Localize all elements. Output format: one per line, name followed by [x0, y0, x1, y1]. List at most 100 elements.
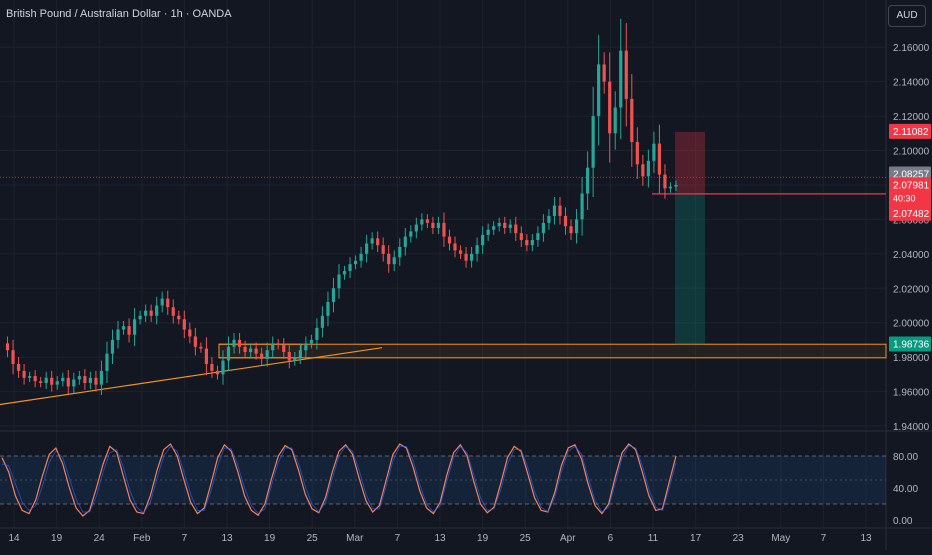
candle-body-31 [171, 307, 175, 316]
candle-body-95 [525, 240, 529, 246]
candle-body-49 [271, 343, 275, 351]
candle-body-46 [254, 348, 258, 354]
candle-body-110 [608, 81, 612, 134]
time-tick-label-10: 13 [434, 533, 446, 544]
drawing-overlays [0, 131, 887, 406]
oscillator-pane: 80.00 40.00 0.00 [0, 443, 918, 527]
candle-body-15 [83, 376, 87, 383]
candle-body-84 [464, 253, 468, 261]
candle-body-108 [597, 64, 601, 117]
time-tick-label-3: Feb [133, 533, 151, 544]
time-tick-label-11: 19 [477, 533, 489, 544]
candle-body-51 [282, 345, 286, 352]
candle-body-119 [657, 143, 662, 175]
candle-body-88 [486, 229, 490, 235]
candle-body-74 [409, 231, 413, 237]
candle-body-112 [619, 50, 623, 108]
price-tick-label-7: 2.02000 [893, 284, 930, 295]
candle-body-43 [237, 339, 242, 347]
price-axis: 2.160002.140002.120002.100002.080002.060… [893, 43, 930, 433]
candle-body-85 [469, 253, 474, 261]
time-tick-label-19: 7 [821, 533, 827, 544]
time-tick-label-13: Apr [560, 533, 576, 544]
candle-body-25 [138, 315, 142, 320]
candle-body-75 [414, 224, 418, 232]
candle-body-80 [442, 222, 446, 237]
osc-series-0 [1, 443, 677, 517]
stop-loss-box [675, 131, 705, 194]
candle-body-64 [353, 260, 358, 265]
candle-body-98 [541, 222, 546, 234]
time-tick-label-7: 25 [307, 533, 319, 544]
candle-body-33 [182, 319, 186, 330]
time-axis: 14 19 24 Feb 7 13 19 25 Mar 7 13 19 25 Apr 6 11 17 23 May 7… [8, 533, 872, 544]
entry-price-label-bg [889, 205, 931, 221]
candle-body-97 [536, 233, 540, 241]
candle-body-70 [387, 253, 391, 265]
candle-body-20 [110, 339, 115, 354]
candle-body-9 [50, 377, 54, 385]
candle-body-67 [370, 238, 374, 244]
candle-body-17 [94, 377, 98, 385]
candle-body-65 [359, 253, 363, 261]
candle-body-28 [155, 305, 159, 316]
price-tick-label-9: 1.98000 [893, 353, 930, 364]
candlestick-series [5, 18, 678, 396]
candle-body-68 [376, 238, 380, 246]
candle-body-6 [33, 376, 37, 382]
candle-body-79 [436, 222, 441, 228]
candle-body-116 [641, 164, 645, 177]
candle-body-82 [453, 243, 457, 251]
candle-body-120 [663, 174, 667, 189]
price-tick-label-2: 2.12000 [893, 112, 930, 123]
candle-body-52 [287, 351, 291, 361]
candle-body-77 [425, 219, 429, 223]
candle-body-63 [348, 264, 352, 272]
candle-body-69 [381, 245, 385, 254]
candle-body-103 [569, 226, 573, 234]
candle-body-107 [591, 116, 595, 168]
time-tick-label-17: 23 [733, 533, 745, 544]
candle-body-71 [392, 257, 396, 265]
candle-body-89 [492, 226, 496, 230]
candle-body-111 [613, 107, 617, 134]
candle-body-61 [337, 274, 341, 289]
candle-body-101 [558, 205, 562, 216]
time-tick-label-12: 25 [520, 533, 532, 544]
time-tick-label-1: 19 [51, 533, 63, 544]
time-tick-label-0: 14 [8, 533, 20, 544]
candle-body-40 [221, 360, 225, 375]
prev-close-label: 2.08257 [893, 170, 930, 181]
currency-button[interactable]: AUD [888, 5, 926, 27]
candle-body-50 [276, 343, 280, 346]
candle-body-106 [586, 167, 590, 194]
candle-body-13 [72, 379, 76, 387]
candle-body-91 [503, 222, 507, 228]
entry-price-label: 2.07482 [893, 209, 930, 220]
price-tick-label-1: 2.14000 [893, 78, 930, 89]
candle-body-42 [232, 339, 236, 347]
time-tick-label-9: 7 [395, 533, 401, 544]
candle-body-24 [132, 319, 137, 335]
candle-body-26 [144, 310, 148, 316]
time-tick-label-4: 7 [182, 533, 188, 544]
candle-body-18 [99, 370, 104, 385]
price-tick-label-6: 2.04000 [893, 250, 930, 261]
candle-body-73 [403, 236, 407, 247]
osc-tick-label-1: 40.00 [893, 484, 918, 495]
candle-body-66 [365, 243, 369, 254]
candle-body-53 [293, 357, 297, 361]
candle-body-72 [398, 246, 402, 258]
candle-body-99 [547, 215, 551, 223]
candle-body-104 [574, 219, 579, 234]
candle-body-35 [193, 336, 197, 347]
candle-body-38 [210, 364, 214, 371]
price-tick-label-0: 2.16000 [893, 43, 930, 54]
candle-body-14 [77, 376, 81, 380]
symbol-title: British Pound / Australian Dollar · 1h ·… [6, 8, 232, 20]
